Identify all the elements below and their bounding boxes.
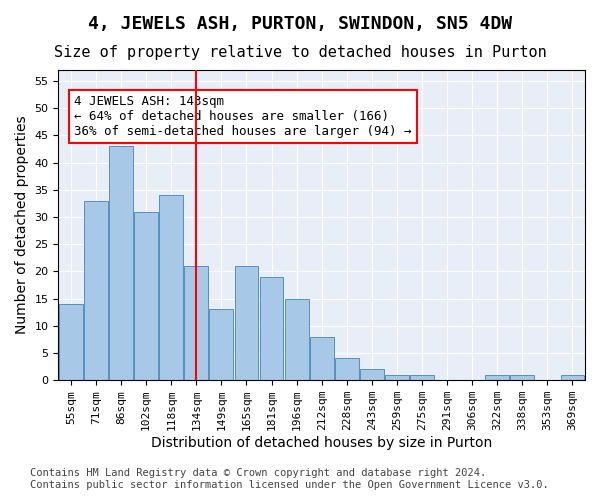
Bar: [160, 195, 183, 380]
X-axis label: Distribution of detached houses by size in Purton: Distribution of detached houses by size …: [151, 436, 493, 450]
Bar: [209, 310, 233, 380]
Bar: [410, 375, 434, 380]
Bar: [184, 266, 208, 380]
Bar: [560, 375, 584, 380]
Text: Size of property relative to detached houses in Purton: Size of property relative to detached ho…: [53, 45, 547, 60]
Bar: [511, 375, 534, 380]
Bar: [109, 146, 133, 380]
Y-axis label: Number of detached properties: Number of detached properties: [15, 116, 29, 334]
Bar: [385, 375, 409, 380]
Bar: [335, 358, 359, 380]
Bar: [360, 370, 384, 380]
Bar: [59, 304, 83, 380]
Bar: [134, 212, 158, 380]
Text: Contains HM Land Registry data © Crown copyright and database right 2024.
Contai: Contains HM Land Registry data © Crown c…: [30, 468, 549, 490]
Bar: [260, 277, 283, 380]
Text: 4, JEWELS ASH, PURTON, SWINDON, SN5 4DW: 4, JEWELS ASH, PURTON, SWINDON, SN5 4DW: [88, 15, 512, 33]
Bar: [84, 200, 108, 380]
Bar: [485, 375, 509, 380]
Text: 4 JEWELS ASH: 143sqm
← 64% of detached houses are smaller (166)
36% of semi-deta: 4 JEWELS ASH: 143sqm ← 64% of detached h…: [74, 95, 412, 138]
Bar: [285, 298, 308, 380]
Bar: [235, 266, 259, 380]
Bar: [310, 336, 334, 380]
